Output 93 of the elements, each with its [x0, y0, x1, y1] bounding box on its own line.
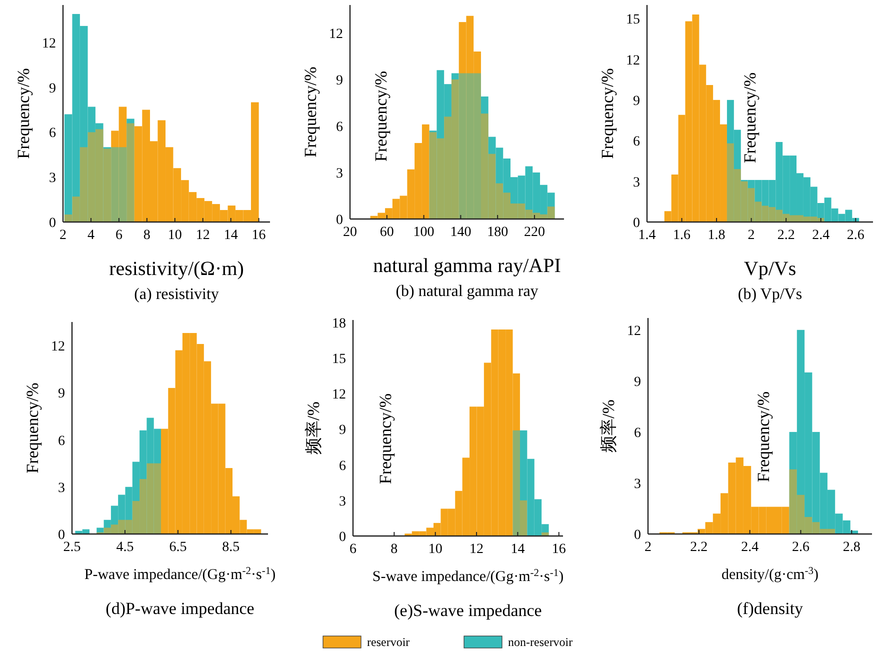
x-tick-label: 14 [224, 228, 238, 243]
y-tick-label: 12 [626, 53, 640, 68]
x-tick-label: 20 [343, 225, 357, 240]
y-tick-label: 3 [58, 480, 65, 496]
y-tick-label: 3 [339, 494, 346, 510]
annotation: Frequency/% [376, 393, 395, 484]
text: (f)density [736, 599, 804, 618]
y-axis-title: Frequency/% [14, 68, 33, 159]
x-tick-label: 16 [552, 542, 566, 557]
y-tick-label: 3 [336, 166, 343, 182]
x-axis-title: density/(g·cm$^{-3}$) [721, 566, 819, 583]
annotation: Frequency/% [754, 391, 773, 482]
y-tick-label: 6 [336, 120, 343, 135]
y-tick-label: 6 [633, 134, 640, 150]
x-tick-label: 1.6 [673, 228, 691, 243]
legend-label: non-reservoir [508, 635, 573, 649]
y-axis-title: Frequency/% [23, 382, 42, 474]
x-tick-label: 2.2 [777, 228, 795, 243]
x-tick-label: 60 [380, 225, 394, 240]
y-tick-label: 6 [339, 458, 346, 474]
y-tick-label: 9 [633, 94, 640, 109]
x-tick-label: 4.5 [116, 540, 134, 555]
x-tick-label: 8 [390, 542, 398, 557]
x-axis-title: natural gamma ray/API [373, 255, 561, 277]
y-tick-label: 3 [633, 175, 640, 190]
y-tick-label: 9 [339, 423, 346, 438]
x-tick-label: 6.5 [169, 540, 187, 555]
x-tick-label: 2 [644, 540, 652, 555]
y-axis-title: Frequency/% [301, 66, 320, 158]
x-tick-label: 2.4 [812, 228, 830, 243]
y-tick-label: 0 [49, 216, 56, 231]
y-tick-label: 9 [58, 386, 65, 402]
text: (b) Vp/Vs [738, 286, 802, 303]
x-tick-label: 8 [143, 228, 150, 243]
y-tick-label: 12 [627, 324, 641, 339]
y-tick-label: 0 [336, 213, 343, 228]
y-tick-label: 9 [49, 81, 56, 96]
x-tick-label: 6 [115, 228, 122, 243]
x-tick-label: 2.6 [792, 540, 810, 555]
y-tick-label: 12 [332, 388, 346, 403]
text: (e)S-wave impedance [394, 601, 542, 620]
legend-label: reservoir [367, 635, 410, 649]
y-axis-title: 频率/% [304, 402, 323, 454]
y-tick-label: 9 [634, 374, 641, 390]
text: (b) natural gamma ray [396, 283, 538, 300]
x-axis-title: P-wave impedance/(Gg·m$^{-2}$·s$^{-1}$) [84, 566, 276, 583]
y-tick-label: 12 [329, 26, 343, 42]
y-tick-label: 0 [58, 528, 65, 543]
x-tick-label: 220 [524, 225, 545, 240]
x-tick-label: 10 [168, 228, 182, 243]
text: (d)P-wave impedance [106, 599, 254, 618]
y-tick-label: 3 [634, 476, 641, 492]
annotation: Frequency/% [371, 70, 390, 162]
y-tick-label: 6 [634, 426, 641, 441]
y-tick-label: 12 [51, 340, 65, 355]
x-tick-label: 16 [252, 228, 266, 243]
x-tick-label: 1.4 [638, 228, 656, 243]
x-tick-label: 12 [196, 228, 210, 243]
y-tick-label: 6 [49, 126, 56, 142]
x-tick-label: 2.4 [741, 540, 759, 555]
y-axis-title: 频率/% [599, 400, 618, 452]
text: (a) resistivity [134, 286, 219, 303]
x-tick-label: 8.5 [222, 540, 240, 555]
x-tick-label: 10 [428, 542, 442, 557]
y-tick-label: 6 [58, 434, 65, 449]
y-axis-title: Frequency/% [598, 68, 617, 159]
x-tick-label: 140 [450, 225, 472, 240]
annotation: Frequency/% [740, 72, 760, 164]
x-tick-label: 180 [487, 225, 508, 240]
x-tick-label: 2.2 [690, 540, 708, 555]
y-tick-label: 0 [634, 528, 641, 543]
x-tick-label: 12 [470, 542, 484, 557]
x-tick-label: 2.5 [63, 540, 81, 555]
x-tick-label: 2.6 [846, 228, 864, 243]
x-tick-label: 2 [60, 228, 66, 243]
y-tick-label: 18 [332, 316, 346, 332]
x-tick-label: 100 [413, 225, 434, 240]
x-tick-label: 2.8 [842, 540, 860, 555]
x-tick-label: 2 [748, 228, 755, 243]
x-axis-title: resistivity/(Ω·m) [109, 258, 244, 280]
x-axis-title: S-wave impedance/(Gg·m$^{-2}$·s$^{-1}$) [372, 568, 564, 585]
y-tick-label: 0 [633, 216, 640, 231]
x-tick-label: 14 [510, 542, 525, 557]
y-tick-label: 12 [42, 36, 56, 52]
x-axis-title: Vp/Vs [744, 258, 796, 280]
y-tick-label: 15 [332, 352, 346, 367]
x-tick-label: 1.8 [708, 228, 726, 243]
y-tick-label: 9 [336, 73, 343, 88]
x-tick-label: 4 [87, 228, 94, 243]
x-tick-label: 6 [350, 542, 356, 557]
y-tick-label: 0 [339, 530, 346, 545]
y-tick-label: 15 [626, 12, 640, 28]
y-tick-label: 3 [49, 171, 56, 186]
